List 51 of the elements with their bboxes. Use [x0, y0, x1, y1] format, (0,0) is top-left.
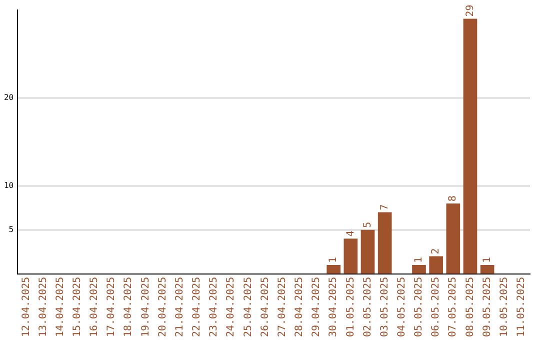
- x-tick-label: 07.05.2025: [448, 276, 459, 338]
- x-tick-label: 03.05.2025: [379, 276, 390, 338]
- x-tick-label: 06.05.2025: [430, 276, 442, 338]
- x-tick-label: 21.04.2025: [174, 276, 186, 338]
- data-label: 2: [430, 248, 442, 254]
- x-tick-label: 08.05.2025: [464, 276, 476, 338]
- data-label: 1: [482, 256, 493, 263]
- bar: [360, 230, 375, 274]
- x-tick-label: 13.04.2025: [38, 276, 49, 338]
- data-label: 8: [448, 195, 459, 202]
- data-label: 7: [379, 204, 390, 210]
- x-tick-label: 27.04.2025: [276, 276, 288, 338]
- y-tick-label: 5: [8, 224, 14, 234]
- bar: [429, 256, 443, 274]
- x-tick-label: 02.05.2025: [362, 276, 374, 338]
- x-tick-label: 24.04.2025: [226, 276, 237, 338]
- x-tick-label: 16.04.2025: [89, 276, 100, 338]
- bar: [463, 18, 478, 274]
- data-label: 5: [362, 222, 374, 228]
- x-tick-label: 11.05.2025: [516, 276, 528, 338]
- x-tick-label: 09.05.2025: [482, 276, 493, 338]
- x-tick-label: 30.04.2025: [328, 276, 340, 338]
- bar: [344, 238, 358, 274]
- y-tick-label: 20: [4, 93, 14, 102]
- x-tick-label: 14.04.2025: [54, 276, 66, 338]
- x-tick-label: 22.04.2025: [192, 276, 203, 338]
- x-tick-label: 17.04.2025: [106, 276, 118, 338]
- data-label: 1: [414, 256, 425, 263]
- x-tick-label: 15.04.2025: [72, 276, 84, 338]
- data-label: 29: [464, 4, 476, 17]
- x-tick-label: 28.04.2025: [294, 276, 306, 338]
- x-tick-label: 18.04.2025: [123, 276, 134, 338]
- x-tick-label: 01.05.2025: [345, 276, 356, 338]
- data-label: 1: [328, 256, 340, 263]
- x-tick-label: 20.04.2025: [157, 276, 168, 338]
- x-tick-label: 04.05.2025: [396, 276, 408, 338]
- bar: [326, 265, 341, 274]
- bar: [378, 212, 392, 274]
- bar: [446, 203, 460, 274]
- x-tick-label: 29.04.2025: [311, 276, 322, 338]
- x-tick-label: 26.04.2025: [260, 276, 271, 338]
- bar: [480, 265, 494, 274]
- x-tick-label: 10.05.2025: [498, 276, 510, 338]
- data-label: 4: [345, 230, 356, 237]
- x-tick-label: 25.04.2025: [242, 276, 254, 338]
- bar: [412, 265, 426, 274]
- y-tick-label: 10: [4, 180, 14, 190]
- x-tick-label: 12.04.2025: [20, 276, 32, 338]
- x-tick-label: 23.04.2025: [208, 276, 220, 338]
- x-tick-label: 19.04.2025: [140, 276, 152, 338]
- x-tick-label: 05.05.2025: [414, 276, 425, 338]
